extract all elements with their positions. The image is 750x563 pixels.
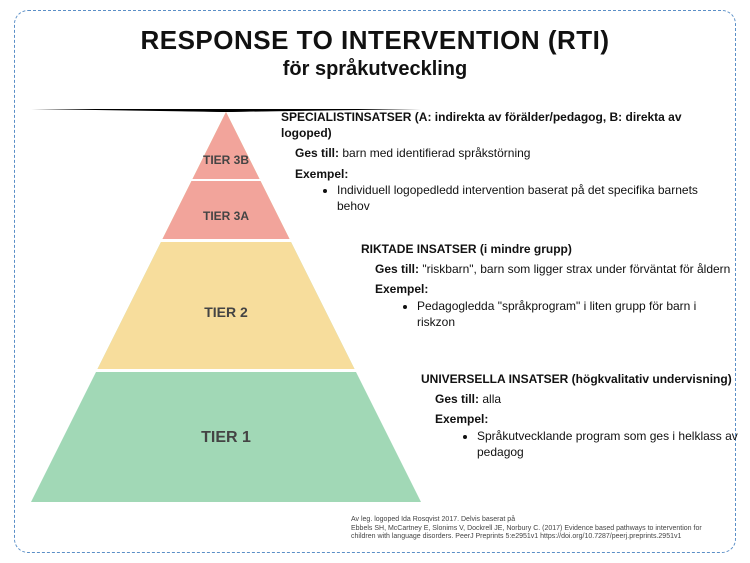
page-subtitle: för språkutveckling xyxy=(31,58,719,81)
page-title: RESPONSE TO INTERVENTION (RTI) xyxy=(31,25,719,56)
citation-line2: Ebbels SH, McCartney E, Slonims V, Dockr… xyxy=(351,525,711,543)
tier3-tier2-divider xyxy=(161,239,291,242)
tier2-example-label: Exempel: xyxy=(375,282,428,296)
content-area: TIER 3B TIER 3A TIER 2 TIER 1 SPECIALIST… xyxy=(31,101,719,502)
tier3-given-to: Ges till: barn med identifierad språkstö… xyxy=(295,145,721,161)
tier1-given-to-label: Ges till: xyxy=(435,392,479,406)
tier2-tier1-divider xyxy=(96,369,356,372)
tier3-given-to-text: barn med identifierad språkstörning xyxy=(342,146,530,160)
tier3-example-wrap: Exempel: Individuell logopedledd interve… xyxy=(295,166,721,215)
tier1-heading: UNIVERSELLA INSATSER (högkvalitativ unde… xyxy=(421,371,741,387)
tier3-example-item: Individuell logopedledd intervention bas… xyxy=(337,182,721,214)
tier1-label: TIER 1 xyxy=(131,429,321,447)
tier1-given-to-text: alla xyxy=(482,392,501,406)
tier3-heading: SPECIALISTINSATSER (A: indirekta av förä… xyxy=(281,109,721,141)
tier3-divider xyxy=(191,179,261,181)
tier1-desc: UNIVERSELLA INSATSER (högkvalitativ unde… xyxy=(421,371,741,464)
tier1-example-item: Språkutvecklande program som ges i helkl… xyxy=(477,428,741,460)
tier2-desc: RIKTADE INSATSER (i mindre grupp) Ges ti… xyxy=(361,241,731,334)
rounded-frame: RESPONSE TO INTERVENTION (RTI) för språk… xyxy=(14,10,736,553)
tier2-given-to: Ges till: "riskbarn", barn som ligger st… xyxy=(375,261,731,277)
tier2-example-wrap: Exempel: Pedagogledda "språkprogram" i l… xyxy=(375,281,731,330)
tier3-given-to-label: Ges till: xyxy=(295,146,339,160)
tier3-example-label: Exempel: xyxy=(295,167,348,181)
tier2-example-list: Pedagogledda "språkprogram" i liten grup… xyxy=(403,298,731,330)
tier1-example-wrap: Exempel: Språkutvecklande program som ge… xyxy=(435,411,741,460)
tier3b-label: TIER 3B xyxy=(181,153,271,167)
tier1-example-list: Språkutvecklande program som ges i helkl… xyxy=(463,428,741,460)
tier3-desc: SPECIALISTINSATSER (A: indirekta av förä… xyxy=(281,109,721,218)
tier2-example-item: Pedagogledda "språkprogram" i liten grup… xyxy=(417,298,731,330)
tier2-heading: RIKTADE INSATSER (i mindre grupp) xyxy=(361,241,731,257)
tier3-example-list: Individuell logopedledd intervention bas… xyxy=(323,182,721,214)
citation: Av leg. logoped Ida Rosqvist 2017. Delvi… xyxy=(351,516,711,542)
citation-line1: Av leg. logoped Ida Rosqvist 2017. Delvi… xyxy=(351,516,711,525)
tier2-label: TIER 2 xyxy=(151,304,301,320)
tier2-given-to-text: "riskbarn", barn som ligger strax under … xyxy=(422,262,730,276)
tier3a-label: TIER 3A xyxy=(181,209,271,223)
tier1-given-to: Ges till: alla xyxy=(435,391,741,407)
tier1-example-label: Exempel: xyxy=(435,412,488,426)
tier2-given-to-label: Ges till: xyxy=(375,262,419,276)
